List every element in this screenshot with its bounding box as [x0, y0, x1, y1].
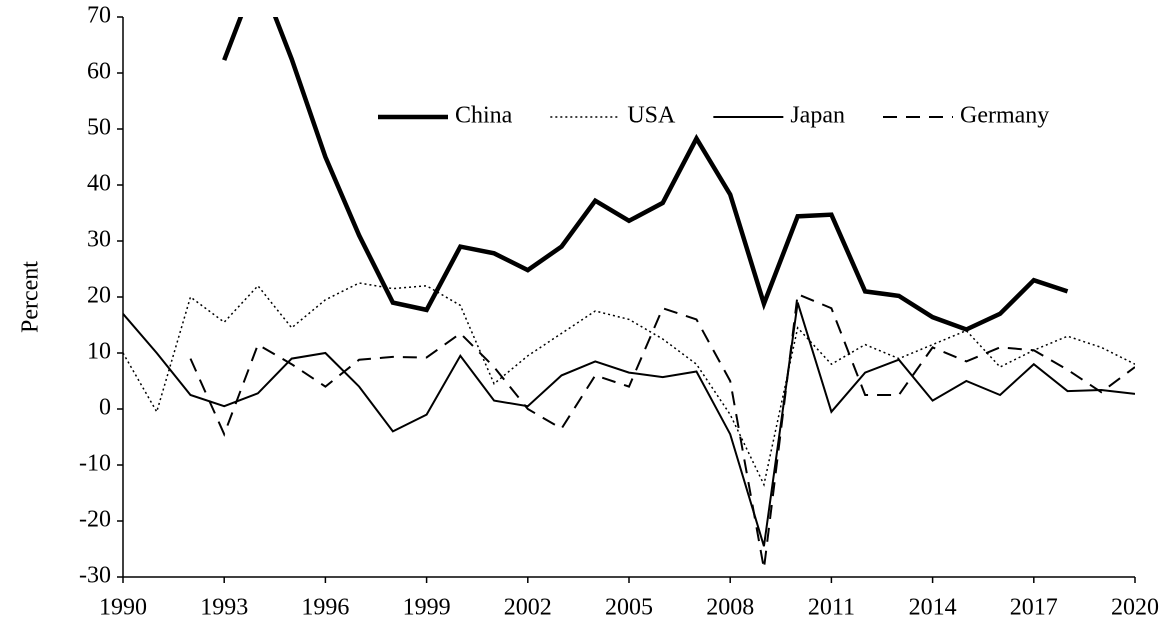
y-tick-label: 30 [87, 227, 111, 253]
series-line [222, 17, 1069, 332]
series-line [123, 302, 1135, 547]
x-tick-label: 2011 [808, 595, 855, 621]
x-tick-label: 1996 [301, 595, 349, 621]
y-tick-label: 50 [87, 115, 111, 141]
legend-label: China [455, 103, 513, 129]
y-tick-label: 20 [87, 283, 111, 309]
y-tick-label: -30 [79, 563, 111, 589]
y-tick-label: 70 [87, 3, 111, 29]
y-tick-label: 40 [87, 171, 111, 197]
x-tick-label: 2008 [706, 595, 754, 621]
x-tick-label: 2005 [605, 595, 653, 621]
y-tick-label: 60 [87, 59, 111, 85]
y-axis-title: Percent [18, 261, 44, 333]
x-tick-label: 2002 [504, 595, 552, 621]
x-tick-label: 1990 [99, 595, 147, 621]
x-tick-label: 2020 [1111, 595, 1159, 621]
plot-area [123, 17, 1135, 569]
y-tick-label: 10 [87, 339, 111, 365]
legend-label: Japan [790, 103, 845, 129]
x-tick-label: 1999 [403, 595, 451, 621]
x-tick-label: 2017 [1010, 595, 1058, 621]
legend-label: USA [627, 103, 676, 129]
x-tick-label: 2014 [909, 595, 957, 621]
series-line [189, 292, 1135, 569]
y-tick-label: -10 [79, 451, 111, 477]
y-tick-label: 0 [99, 395, 111, 421]
series-line [123, 282, 1135, 487]
legend-label: Germany [960, 103, 1049, 129]
y-tick-label: -20 [79, 507, 111, 533]
x-tick-label: 1993 [200, 595, 248, 621]
